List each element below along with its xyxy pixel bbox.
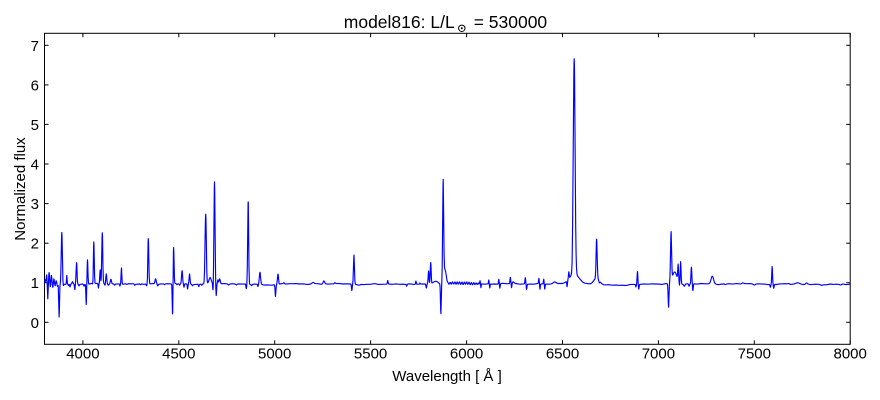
- svg-text:4500: 4500: [162, 346, 195, 363]
- svg-text:6000: 6000: [450, 346, 483, 363]
- svg-text:5: 5: [31, 117, 39, 134]
- svg-text:4000: 4000: [66, 346, 99, 363]
- svg-text:= 530000: = 530000: [474, 12, 548, 32]
- svg-text:6: 6: [31, 77, 39, 94]
- svg-text:4: 4: [31, 157, 39, 174]
- svg-text:2: 2: [31, 236, 39, 253]
- svg-text:model816: L/L: model816: L/L: [344, 12, 455, 32]
- svg-text:0: 0: [31, 315, 39, 332]
- svg-text:6500: 6500: [546, 346, 579, 363]
- svg-text:7500: 7500: [738, 346, 771, 363]
- svg-text:5500: 5500: [354, 346, 387, 363]
- svg-text:5000: 5000: [258, 346, 291, 363]
- svg-text:1: 1: [31, 275, 39, 292]
- svg-text:Normalized flux: Normalized flux: [12, 137, 29, 241]
- svg-text:8000: 8000: [834, 346, 867, 363]
- svg-text:3: 3: [31, 196, 39, 213]
- svg-text:7000: 7000: [642, 346, 675, 363]
- svg-text:7: 7: [31, 38, 39, 55]
- svg-text:Wavelength [ Å ]: Wavelength [ Å ]: [392, 368, 502, 385]
